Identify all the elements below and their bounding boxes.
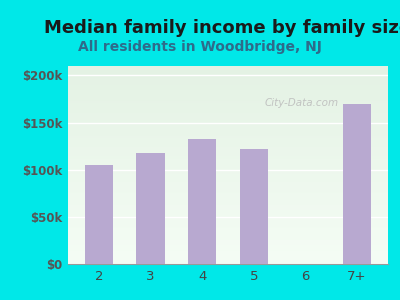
Bar [188, 139, 216, 264]
Bar [85, 165, 113, 264]
Bar [240, 149, 268, 264]
Text: All residents in Woodbridge, NJ: All residents in Woodbridge, NJ [78, 40, 322, 53]
Bar [343, 104, 371, 264]
Bar [136, 153, 165, 264]
Text: City-Data.com: City-Data.com [264, 98, 339, 108]
Title: Median family income by family size: Median family income by family size [44, 19, 400, 37]
